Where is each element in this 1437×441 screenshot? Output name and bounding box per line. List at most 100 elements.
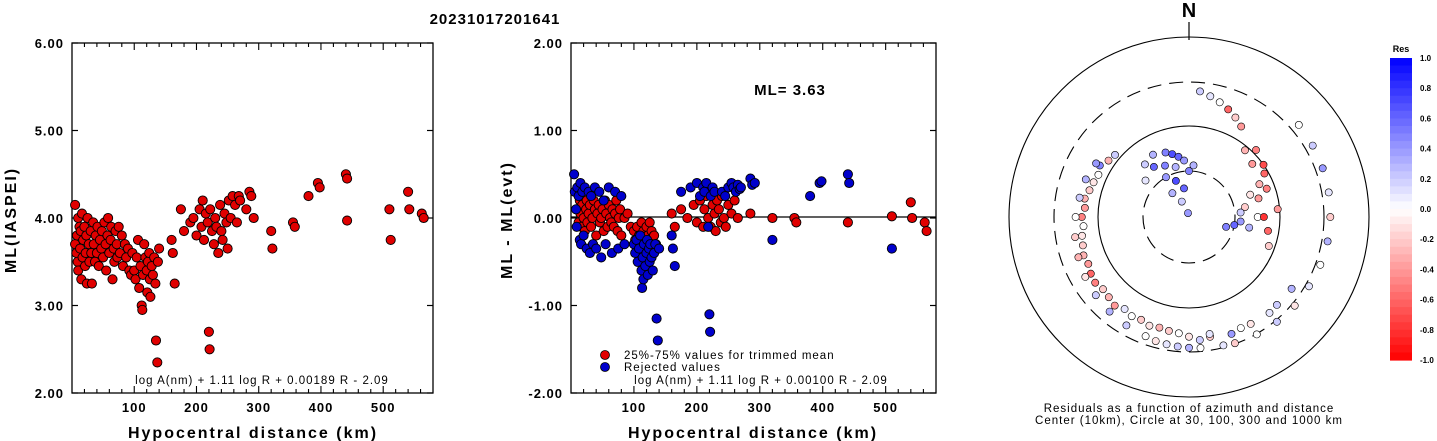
azimuth-point — [1141, 176, 1150, 185]
p2-point-red — [622, 208, 633, 219]
p2-point-blue — [578, 230, 589, 241]
colorbar-cell — [1390, 231, 1412, 240]
azimuth-point — [1245, 223, 1254, 232]
colorbar-cell — [1390, 284, 1412, 293]
colorbar-cell — [1390, 337, 1412, 346]
p1-point-red — [154, 243, 165, 254]
azimuth-point — [1206, 92, 1215, 101]
azimuth-point — [1287, 284, 1296, 293]
p1-xtick-label: 500 — [371, 400, 396, 415]
azimuth-point — [1120, 305, 1129, 313]
p1-point-red — [137, 304, 148, 315]
colorbar-cell — [1390, 254, 1412, 263]
colorbar-cell — [1390, 178, 1412, 187]
azimuth-point — [1260, 169, 1269, 178]
azimuth-point — [1085, 186, 1094, 195]
legend-marker-rejected — [600, 362, 610, 372]
azimuth-point — [1184, 209, 1192, 217]
p2-point-red — [921, 226, 932, 237]
azimuth-point — [1195, 336, 1204, 344]
p2-point-blue — [676, 186, 687, 197]
p2-point-blue — [886, 243, 897, 254]
p2-point-red — [591, 230, 602, 241]
azimuth-point — [1174, 152, 1183, 161]
azimuth-point — [1122, 321, 1131, 330]
p2-point-blue — [805, 191, 816, 202]
p2-point-blue — [651, 313, 662, 324]
azimuth-point — [1324, 188, 1333, 197]
p1-point-red — [404, 204, 415, 215]
azimuth-point — [1241, 203, 1249, 211]
p1-point-red — [215, 199, 226, 210]
azimuth-point — [1305, 282, 1313, 291]
p1-point-red — [198, 234, 210, 245]
azimuth-point — [1227, 329, 1236, 338]
azimuth-point — [1255, 180, 1264, 189]
p1-point-red — [202, 217, 213, 228]
colorbar-cell — [1390, 216, 1412, 225]
p1-xtick-label: 400 — [309, 400, 334, 415]
colorbar-tick-labels: 1.0 0.8 0.6 0.4 0.2 0.0 -0.2 -0.4 -0.6 -0.8 -1.0 — [1420, 54, 1434, 365]
p2-point-red — [905, 197, 916, 208]
p1-point-red — [266, 226, 277, 237]
p2-point-red — [767, 212, 778, 224]
p2-point-blue — [704, 309, 715, 320]
colorbar-title: Res — [1393, 44, 1410, 54]
azimuth-point — [1165, 326, 1173, 335]
colorbar-cell — [1390, 224, 1412, 233]
colorbar-cell — [1390, 95, 1412, 104]
colorbar-cell — [1390, 314, 1412, 323]
p1-point-red — [342, 215, 353, 226]
p2-point-red — [842, 217, 853, 228]
p1-ytick-label: 5.00 — [35, 124, 64, 139]
azimuth-point — [1071, 233, 1079, 241]
p2-point-red — [919, 217, 930, 228]
azimuth-point — [1215, 98, 1224, 107]
p1-point-red — [289, 221, 300, 232]
p2-point-blue — [703, 221, 714, 232]
azimuth-point — [1110, 301, 1119, 310]
azimuth-point — [1236, 208, 1245, 217]
azimuth-point — [1091, 291, 1100, 300]
caption-line-1: Residuals as a function of azimuth and d… — [1044, 403, 1335, 415]
azimuth-point — [1237, 122, 1246, 131]
p2-point-blue — [569, 169, 580, 180]
figure-title: 20231017201641 — [430, 11, 561, 28]
p2-ytick-label: 1.00 — [534, 124, 563, 139]
p2-point-blue — [667, 243, 678, 254]
p1-point-red — [147, 269, 158, 280]
azimuth-point — [1084, 259, 1093, 268]
p1-point-red — [208, 239, 219, 250]
p2-point-blue — [816, 176, 827, 187]
p2-point-red — [713, 204, 724, 215]
p1-point-red — [188, 212, 199, 224]
colorbar-cell — [1390, 148, 1412, 157]
p2-xtick-label: 400 — [810, 400, 835, 415]
p1-point-red — [204, 344, 215, 355]
azimuth-point — [1185, 332, 1193, 341]
colorbar-cell — [1390, 88, 1412, 97]
p1-point-red — [175, 204, 186, 215]
p1-point-red — [113, 221, 124, 232]
azimuth-point — [1092, 159, 1100, 168]
ring-1000km — [1008, 36, 1370, 398]
azimuth-point — [1161, 148, 1170, 157]
azimuth-point — [1294, 121, 1303, 129]
p2-point-red — [729, 195, 740, 206]
azimuth-point — [1155, 323, 1164, 332]
colorbar-cell — [1390, 269, 1412, 278]
points-middle — [569, 169, 932, 346]
azimuth-point — [1196, 344, 1205, 352]
p2-point-blue — [767, 234, 778, 245]
p1-point-red — [116, 230, 127, 241]
colorbar-cell — [1390, 186, 1412, 195]
p1-point-red — [384, 204, 395, 215]
p1-point-red — [167, 247, 178, 259]
p1-point-red — [152, 256, 163, 267]
colorbar-cell — [1390, 125, 1412, 135]
colorbar-cell — [1390, 329, 1412, 338]
azimuth-point — [1145, 321, 1154, 330]
formula-left: log A(nm) + 1.11 log R + 0.00189 R - 2.0… — [135, 375, 389, 387]
colorbar-cell — [1390, 110, 1412, 119]
colorbar-cell — [1390, 58, 1412, 67]
